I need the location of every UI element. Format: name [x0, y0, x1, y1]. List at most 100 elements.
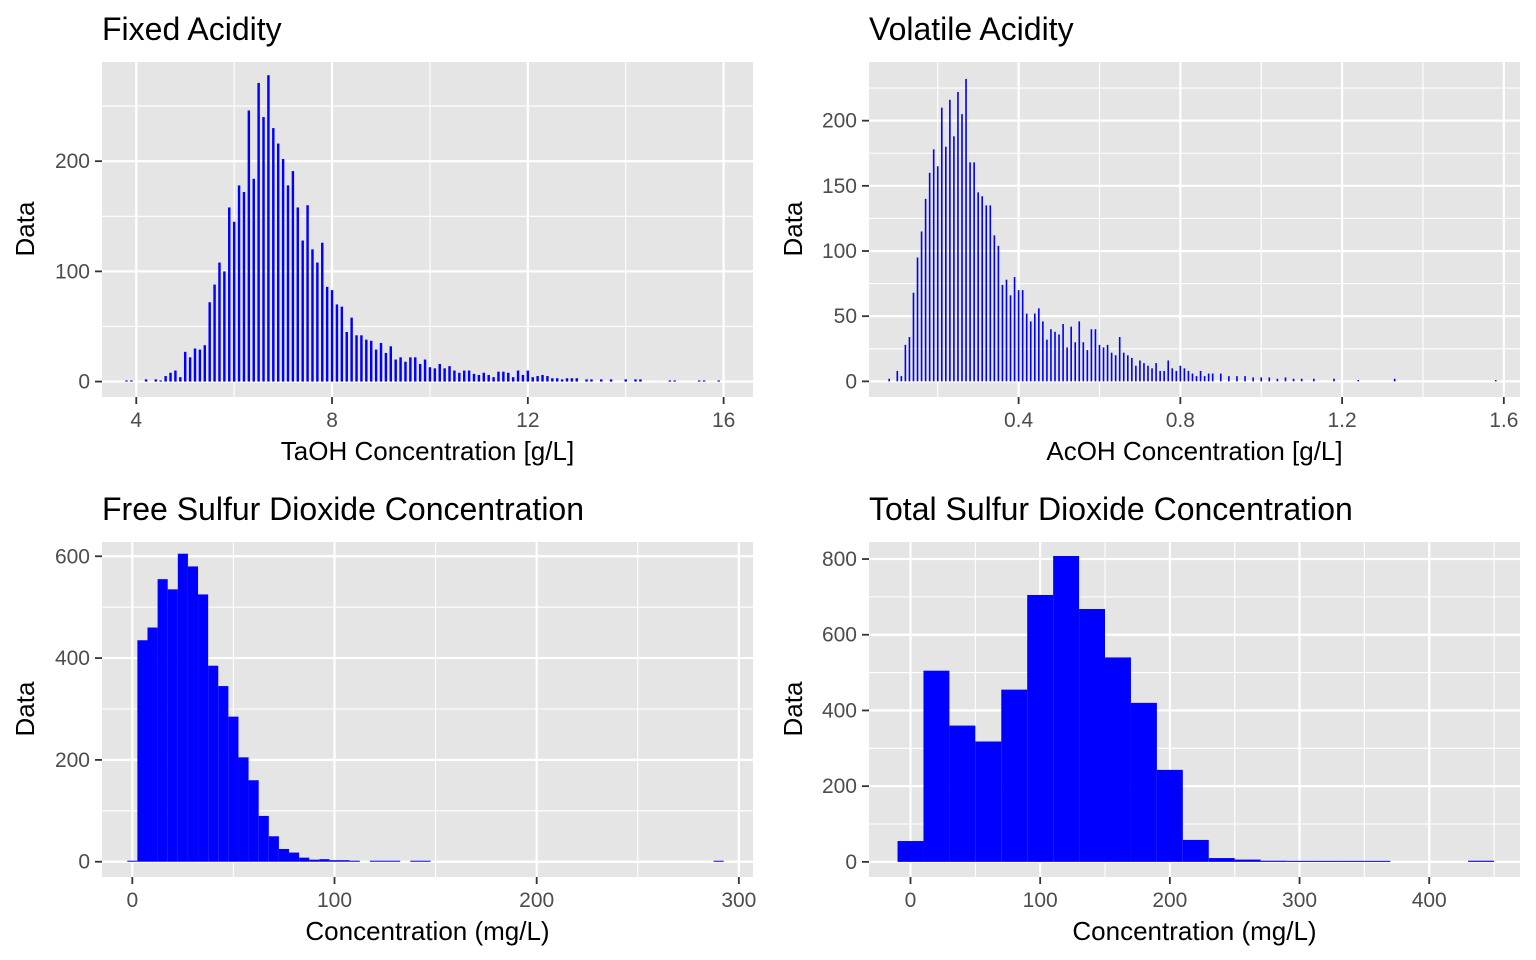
- histogram-bar: [414, 357, 417, 382]
- histogram-bar: [487, 374, 490, 382]
- histogram-bar: [369, 860, 380, 862]
- x-tick-label: 100: [1023, 889, 1058, 912]
- panel-background: [102, 62, 753, 397]
- histogram-bar: [438, 363, 441, 382]
- y-tick-label: 0: [78, 371, 90, 394]
- histogram-bar: [218, 262, 221, 382]
- histogram-bar: [1054, 331, 1056, 382]
- histogram-bar: [130, 380, 133, 382]
- histogram-bar: [977, 192, 979, 382]
- histogram-bar: [1078, 321, 1081, 382]
- histogram-bar: [1163, 370, 1165, 382]
- y-tick-label: 0: [845, 851, 857, 874]
- histogram-bar: [1066, 347, 1068, 382]
- histogram-bar: [904, 344, 907, 382]
- x-tick-label: 12: [516, 409, 539, 432]
- histogram-bar: [306, 205, 309, 382]
- histogram-bar: [912, 292, 915, 382]
- chart-title-free-sulfur-dioxide: Free Sulfur Dioxide Concentration: [102, 491, 584, 527]
- histogram-bar: [1338, 860, 1365, 862]
- histogram-bar: [1312, 378, 1315, 382]
- histogram-bar: [965, 78, 967, 382]
- histogram-bar: [924, 198, 927, 382]
- histogram-bar: [198, 594, 209, 862]
- histogram-bar: [1156, 769, 1183, 862]
- histogram-bar: [355, 335, 358, 382]
- histogram-bar: [423, 359, 427, 382]
- histogram-bar: [321, 242, 324, 382]
- histogram-bar: [1171, 368, 1174, 382]
- histogram-bar: [932, 149, 935, 382]
- histogram-bar: [565, 378, 569, 382]
- histogram-bar: [379, 343, 383, 382]
- histogram-bar: [384, 352, 388, 382]
- histogram-bar: [949, 725, 976, 862]
- histogram-bar: [492, 377, 495, 382]
- histogram-bar: [1001, 284, 1004, 382]
- histogram-bar: [350, 317, 353, 382]
- histogram-bar: [193, 348, 197, 382]
- histogram-bar: [1029, 321, 1032, 382]
- histogram-bar: [1139, 360, 1141, 382]
- histogram-bar: [1155, 363, 1157, 382]
- histogram-bar: [1053, 556, 1080, 862]
- histogram-bar: [590, 379, 593, 382]
- histogram-bar: [329, 860, 340, 862]
- histogram-bar: [448, 366, 451, 382]
- histogram-bar: [961, 114, 963, 382]
- x-tick-label: 0: [126, 889, 138, 912]
- histogram-bar: [1038, 308, 1040, 382]
- histogram-bar: [281, 158, 285, 382]
- histogram-bar: [945, 146, 947, 382]
- histogram-bar: [1182, 839, 1209, 862]
- histogram-bar: [267, 75, 270, 382]
- histogram-bar: [600, 379, 603, 382]
- histogram-bar: [1228, 376, 1230, 382]
- histogram-bar: [1236, 376, 1238, 382]
- histogram-bar: [1126, 355, 1129, 382]
- histogram-bar: [125, 380, 128, 382]
- histogram-bar: [1033, 313, 1036, 382]
- histogram-bar: [953, 136, 955, 382]
- chart-panel-total-sulfur-dioxide: 0 100 200 300 400 0 200 400 600 800 Concentration …: [778, 542, 1520, 946]
- histogram-bar: [242, 192, 246, 382]
- histogram-bar: [213, 284, 216, 382]
- histogram-bar: [570, 378, 574, 382]
- histogram-bar: [1122, 352, 1125, 382]
- histogram-bar: [319, 859, 330, 862]
- histogram-bar: [1009, 295, 1012, 382]
- x-tick-label: 300: [721, 889, 756, 912]
- histogram-bar: [208, 665, 219, 862]
- x-tick-label: 400: [1412, 889, 1447, 912]
- histogram-bar: [453, 370, 456, 382]
- histogram-bar: [276, 143, 280, 382]
- histogram-bar: [531, 377, 534, 382]
- histogram-bar: [1393, 378, 1396, 382]
- histogram-bar: [325, 286, 329, 382]
- histogram-bar: [1207, 373, 1210, 382]
- histogram-bar: [1183, 368, 1186, 382]
- histogram-bar: [507, 372, 510, 382]
- histogram-bar: [223, 271, 226, 382]
- histogram-bar: [1167, 360, 1170, 382]
- histogram-bar: [497, 371, 500, 382]
- y-axis-label: Data: [10, 681, 40, 736]
- histogram-bar: [1062, 324, 1064, 382]
- histogram-bar: [1468, 860, 1495, 862]
- y-tick-label: 200: [822, 775, 857, 798]
- histogram-bar: [340, 306, 344, 382]
- histogram-bar: [316, 262, 319, 382]
- histogram-bar: [228, 207, 231, 382]
- x-axis-label: Concentration (mg/L): [305, 916, 549, 946]
- y-tick-label: 100: [822, 240, 857, 263]
- histogram-bar: [634, 379, 637, 382]
- histogram-bar: [936, 166, 939, 382]
- y-tick-label: 600: [55, 545, 90, 568]
- histogram-bar: [1195, 376, 1198, 382]
- histogram-bar: [1131, 357, 1133, 382]
- histogram-bar: [289, 852, 300, 862]
- histogram-bar: [546, 376, 549, 382]
- histogram-bar: [1135, 365, 1137, 382]
- histogram-bar: [433, 368, 437, 382]
- histogram-bar: [516, 370, 520, 382]
